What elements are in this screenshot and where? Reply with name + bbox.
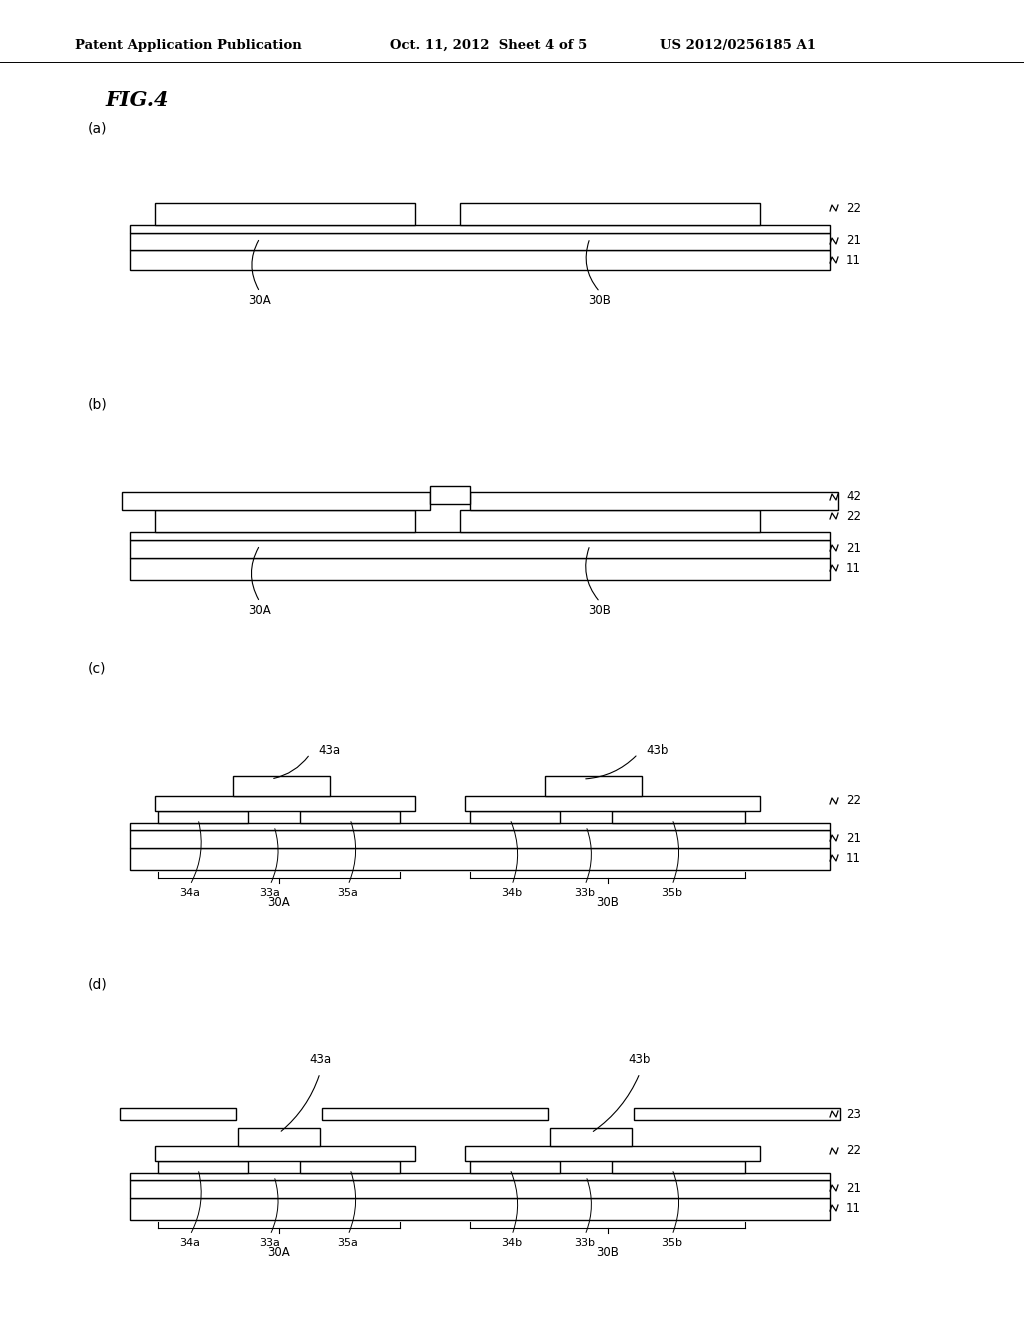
Bar: [130, 540, 830, 558]
Text: 30B: 30B: [596, 896, 618, 909]
Text: 21: 21: [846, 1181, 861, 1195]
Text: 34a: 34a: [179, 1238, 201, 1247]
Bar: [130, 1173, 830, 1180]
Bar: [233, 776, 330, 796]
Text: 34a: 34a: [179, 888, 201, 898]
Text: 30B: 30B: [589, 605, 611, 616]
Bar: [470, 492, 838, 510]
Bar: [238, 1129, 319, 1146]
Bar: [465, 1146, 760, 1162]
Bar: [130, 1180, 830, 1199]
Text: 33b: 33b: [574, 1238, 596, 1247]
Text: 30A: 30A: [249, 605, 271, 616]
Text: Oct. 11, 2012  Sheet 4 of 5: Oct. 11, 2012 Sheet 4 of 5: [390, 38, 587, 51]
Bar: [130, 847, 830, 870]
Bar: [300, 810, 400, 822]
Text: (a): (a): [88, 121, 108, 135]
Bar: [322, 1107, 548, 1119]
Text: 42: 42: [846, 491, 861, 503]
Bar: [612, 1162, 745, 1173]
Text: Patent Application Publication: Patent Application Publication: [75, 38, 302, 51]
Text: 33a: 33a: [259, 1238, 281, 1247]
Bar: [470, 810, 560, 822]
Text: (d): (d): [88, 977, 108, 991]
Bar: [470, 1162, 560, 1173]
Bar: [155, 796, 415, 810]
Text: 30A: 30A: [267, 896, 291, 909]
Bar: [130, 558, 830, 579]
Bar: [158, 1162, 248, 1173]
Bar: [130, 1199, 830, 1220]
Text: US 2012/0256185 A1: US 2012/0256185 A1: [660, 38, 816, 51]
Text: 34b: 34b: [502, 1238, 522, 1247]
Text: 11: 11: [846, 851, 861, 865]
Bar: [122, 492, 430, 510]
Bar: [155, 203, 415, 224]
Text: 11: 11: [846, 253, 861, 267]
Bar: [120, 1107, 236, 1119]
Bar: [155, 510, 415, 532]
Text: 35a: 35a: [338, 1238, 358, 1247]
Text: 33b: 33b: [574, 888, 596, 898]
Text: 11: 11: [846, 561, 861, 574]
Text: 21: 21: [846, 832, 861, 845]
Text: 43b: 43b: [629, 1053, 651, 1067]
Text: 34b: 34b: [502, 888, 522, 898]
Bar: [130, 532, 830, 540]
Bar: [634, 1107, 840, 1119]
Bar: [130, 234, 830, 249]
Text: 21: 21: [846, 541, 861, 554]
Text: FIG.4: FIG.4: [105, 90, 169, 110]
Text: 22: 22: [846, 795, 861, 808]
Text: 35b: 35b: [662, 888, 683, 898]
Text: (c): (c): [88, 661, 106, 675]
Text: 35a: 35a: [338, 888, 358, 898]
Text: 35b: 35b: [662, 1238, 683, 1247]
Text: 43a: 43a: [318, 744, 340, 758]
Text: 23: 23: [846, 1107, 861, 1121]
Text: 30B: 30B: [589, 294, 611, 308]
Bar: [460, 203, 760, 224]
Text: 11: 11: [846, 1201, 861, 1214]
Text: 30B: 30B: [596, 1246, 618, 1259]
Text: 30A: 30A: [267, 1246, 291, 1259]
Bar: [158, 810, 248, 822]
Text: 22: 22: [846, 1144, 861, 1158]
Bar: [130, 224, 830, 234]
Text: 33a: 33a: [259, 888, 281, 898]
Bar: [465, 796, 760, 810]
Text: 21: 21: [846, 235, 861, 248]
Bar: [545, 776, 642, 796]
Bar: [130, 830, 830, 847]
Text: 43b: 43b: [646, 744, 669, 758]
Text: 22: 22: [846, 510, 861, 523]
Bar: [155, 1146, 415, 1162]
Bar: [300, 1162, 400, 1173]
Bar: [430, 486, 470, 504]
Text: 22: 22: [846, 202, 861, 214]
Bar: [460, 510, 760, 532]
Text: 43a: 43a: [309, 1053, 331, 1067]
Bar: [130, 249, 830, 271]
Bar: [612, 810, 745, 822]
Bar: [130, 822, 830, 830]
Text: (b): (b): [88, 399, 108, 412]
Bar: [550, 1129, 632, 1146]
Text: 30A: 30A: [249, 294, 271, 308]
